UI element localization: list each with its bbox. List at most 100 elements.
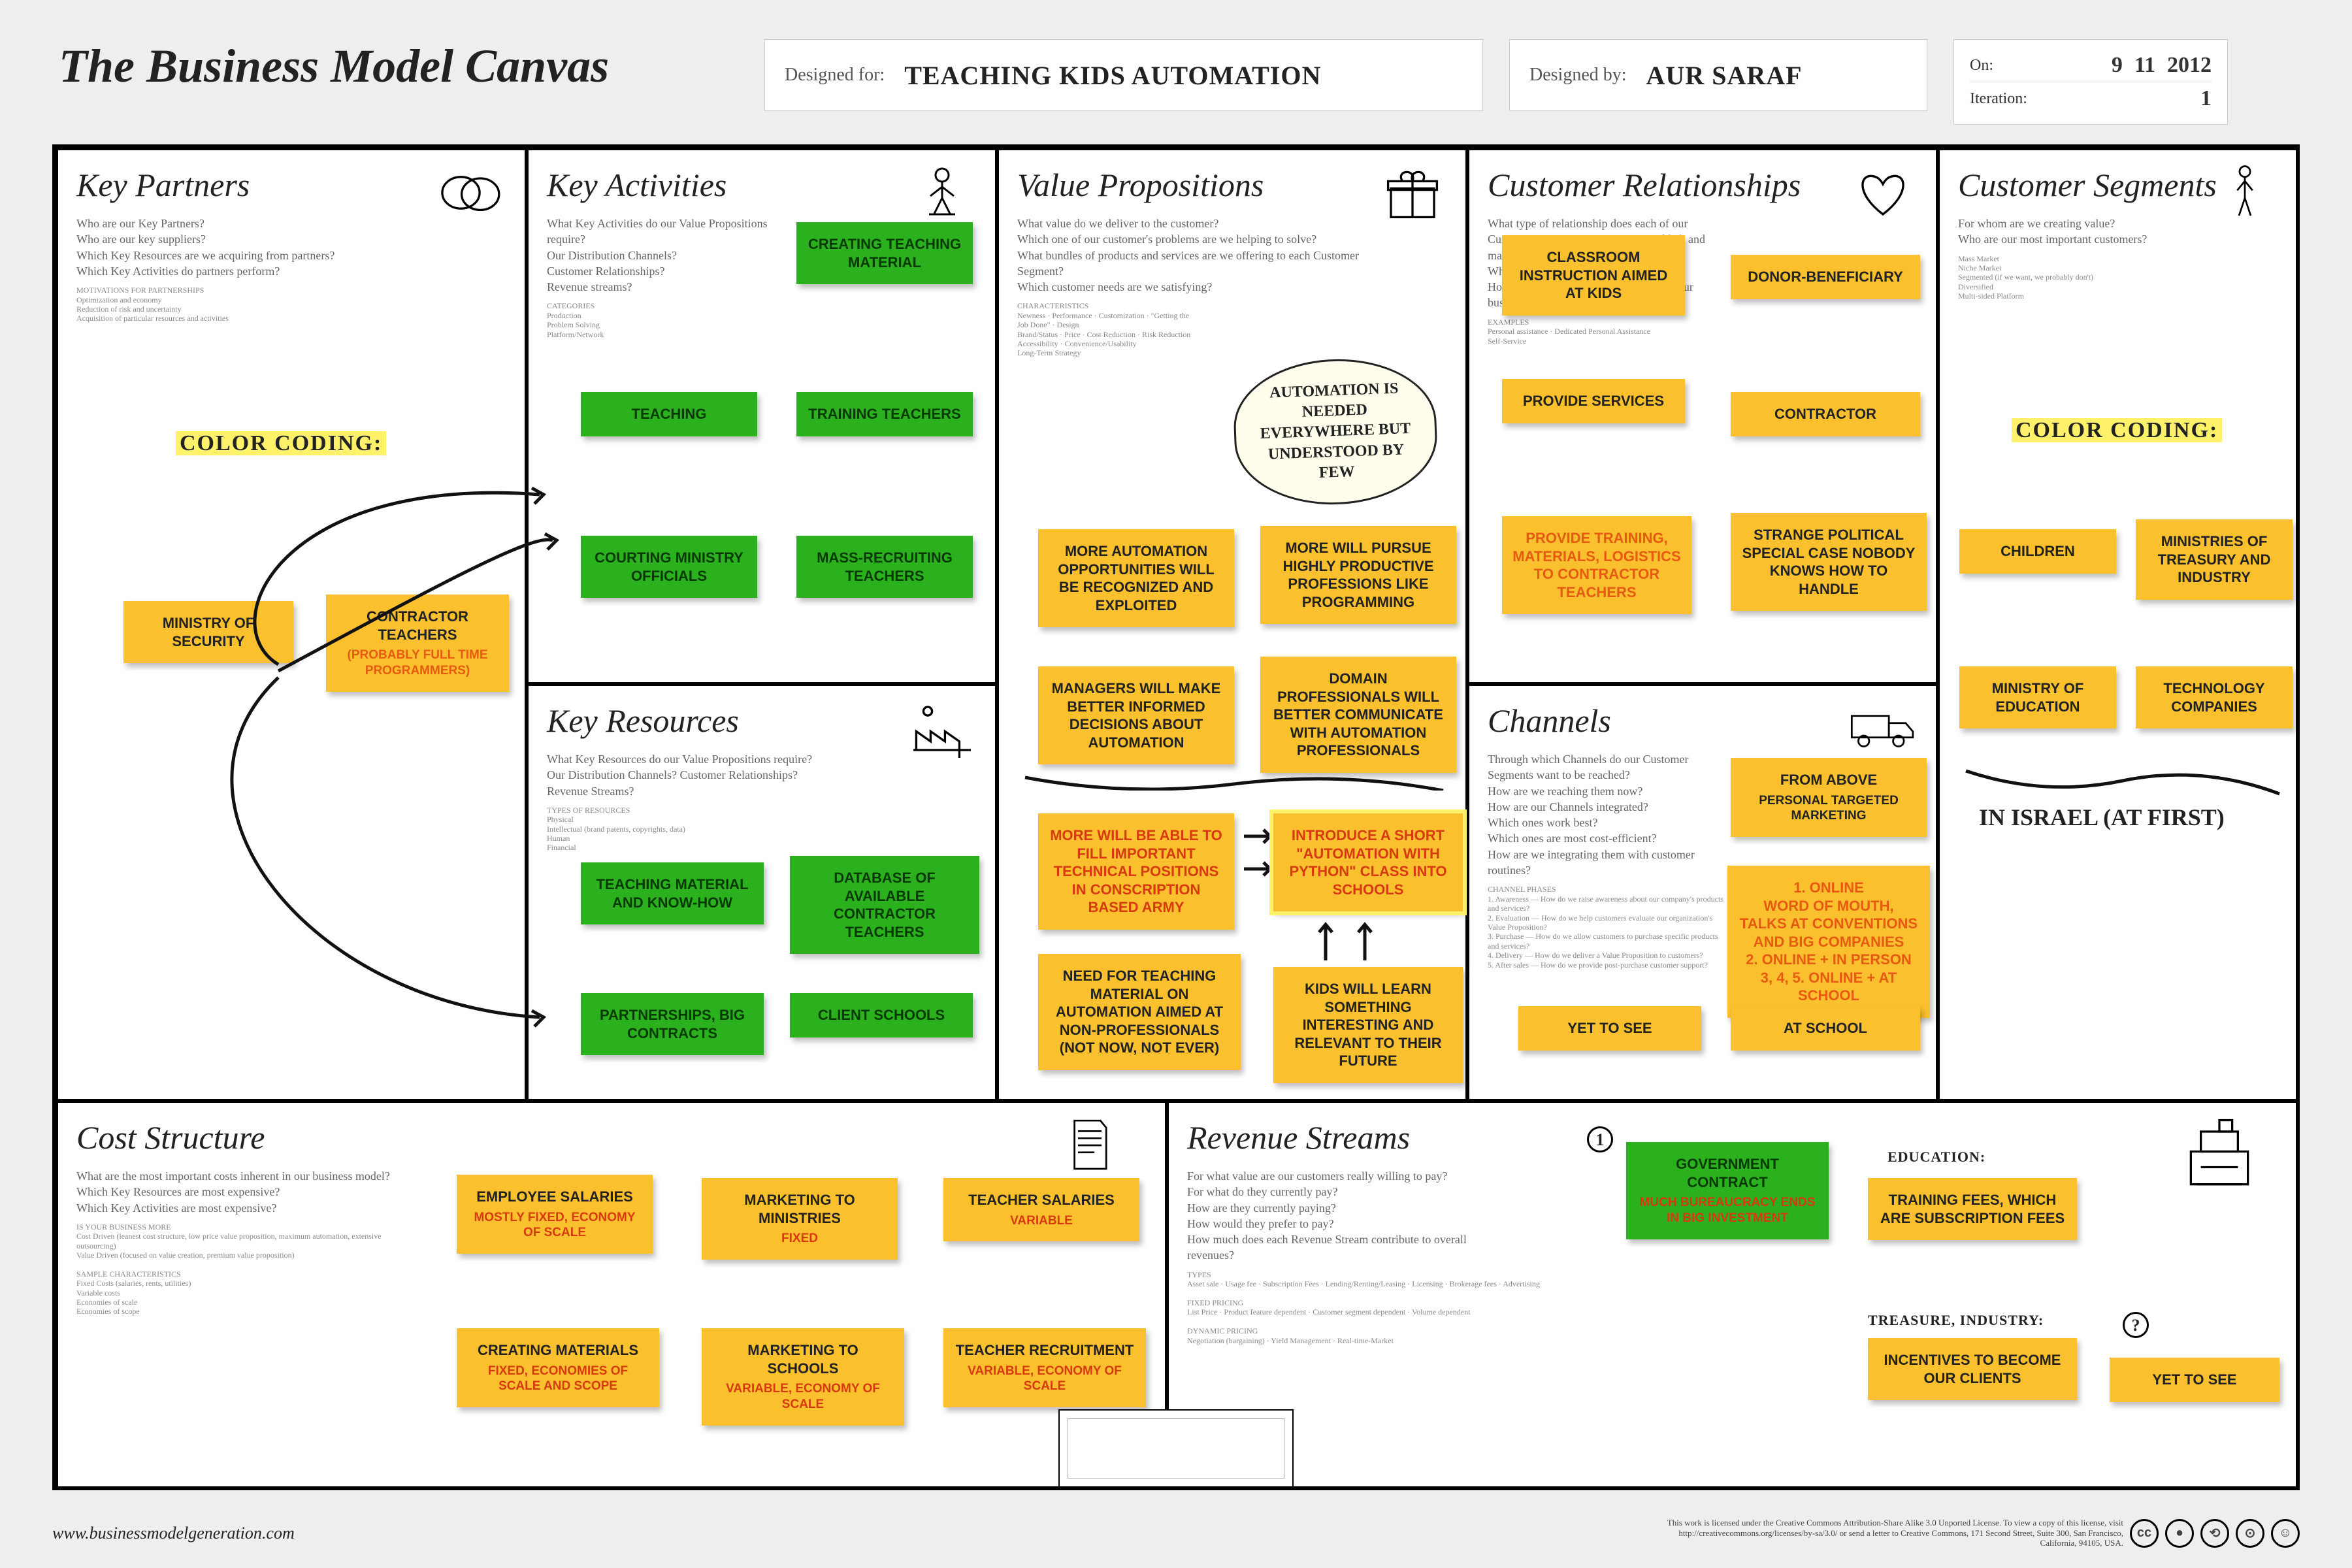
sticky-note: PARTNERSHIPS, BIG CONTRACTS xyxy=(581,993,764,1055)
sticky-note: TEACHING MATERIAL AND KNOW-HOW xyxy=(581,862,764,924)
factory-icon xyxy=(906,699,978,758)
invoice-icon xyxy=(1054,1116,1126,1175)
sticky-note: EMPLOYEE SALARIESMOSTLY FIXED, ECONOMY O… xyxy=(457,1175,653,1254)
tiny-revenue-streams: TYPES Asset sale · Usage fee · Subscript… xyxy=(1187,1270,1599,1345)
by-icon: ● xyxy=(2165,1519,2194,1548)
up-arrows-icon xyxy=(1313,908,1391,967)
sticky-note: COURTING MINISTRY OFFICIALS xyxy=(581,536,757,598)
color-coding-label-cs: COLOR CODING: xyxy=(2012,418,2222,443)
sticky-note: YET TO SEE xyxy=(2110,1358,2279,1402)
block-value-propositions: Value Propositions What value do we deli… xyxy=(997,148,1467,1101)
desc-key-partners: Who are our Key Partners? Who are our ke… xyxy=(76,216,442,279)
sticky-note: MANAGERS WILL MAKE BETTER INFORMED DECIS… xyxy=(1038,666,1234,764)
designed-for-box: Designed for: TEACHING KIDS AUTOMATION xyxy=(764,39,1483,111)
sticky-note: CREATING TEACHING MATERIAL xyxy=(796,222,973,284)
sticky-note: DONOR-BENEFICIARY xyxy=(1731,255,1920,299)
person-badge-icon: ☺ xyxy=(2271,1519,2300,1548)
sticky-note: 1. ONLINE WORD OF MOUTH, TALKS AT CONVEN… xyxy=(1727,866,1930,1018)
license-text: This work is licensed under the Creative… xyxy=(1653,1518,2123,1548)
sticky-note: INTRODUCE A SHORT "AUTOMATION WITH PYTHO… xyxy=(1273,813,1463,911)
block-key-resources: Key Resources What Key Resources do our … xyxy=(527,684,997,1101)
designed-for-label: Designed for: xyxy=(785,65,885,86)
license-block: This work is licensed under the Creative… xyxy=(1653,1518,2300,1548)
designed-by-value: AUR SARAF xyxy=(1646,60,1803,91)
tiny-cost-structure: IS YOUR BUSINESS MORE Cost Driven (leane… xyxy=(76,1222,416,1316)
sticky-note: CREATING MATERIALSFIXED, ECONOMIES OF SC… xyxy=(457,1328,659,1407)
israel-label: IN ISRAEL (AT FIRST) xyxy=(1979,804,2225,831)
block-cost-structure: Cost Structure What are the most importa… xyxy=(56,1101,1167,1490)
sticky-note: MASS-RECRUITING TEACHERS xyxy=(796,536,973,598)
heading-cost-structure: Cost Structure xyxy=(76,1119,1147,1156)
sticky-note: GOVERNMENT CONTRACTMUCH BUREAUCRACY ENDS… xyxy=(1626,1142,1829,1239)
attr-icon: ⊙ xyxy=(2236,1519,2264,1548)
iteration-label: Iteration: xyxy=(1970,90,2027,108)
desc-revenue-streams: For what value are our customers really … xyxy=(1187,1168,1501,1264)
date-day: 9 xyxy=(2112,53,2123,78)
sticky-note: MORE AUTOMATION OPPORTUNITIES WILL BE RE… xyxy=(1038,529,1234,627)
curly-brace-icon xyxy=(1019,771,1450,791)
oval-note: AUTOMATION IS NEEDED EVERYWHERE BUT UNDE… xyxy=(1232,356,1439,508)
date-year: 2012 xyxy=(2167,53,2212,78)
sticky-note: CHILDREN xyxy=(1959,529,2116,574)
sticky-note: INCENTIVES TO BECOME OUR CLIENTS xyxy=(1868,1338,2077,1400)
sticky-note: AT SCHOOL xyxy=(1731,1006,1920,1051)
sticky-note: MINISTRIES OF TREASURY AND INDUSTRY xyxy=(2136,519,2293,600)
gift-icon xyxy=(1377,163,1448,222)
sticky-note: DOMAIN PROFESSIONALS WILL BETTER COMMUNI… xyxy=(1260,657,1456,773)
sticky-note: FROM ABOVEPERSONAL TARGETED MARKETING xyxy=(1731,758,1927,837)
person-icon xyxy=(2209,163,2281,222)
block-channels: Channels Through which Channels do our C… xyxy=(1467,684,1938,1101)
color-coding-label: COLOR CODING: xyxy=(176,431,386,456)
sticky-note: NEED FOR TEACHING MATERIAL ON AUTOMATION… xyxy=(1038,954,1241,1070)
block-customer-relationships: Customer Relationships What type of rela… xyxy=(1467,148,1938,684)
sticky-note: KIDS WILL LEARN SOMETHING INTERESTING AN… xyxy=(1273,967,1463,1083)
sticky-note: MARKETING TO MINISTRIESFIXED xyxy=(702,1178,898,1260)
designed-for-value: TEACHING KIDS AUTOMATION xyxy=(904,60,1321,91)
page-title: The Business Model Canvas xyxy=(52,39,738,93)
sticky-note: CLASSROOM INSTRUCTION AIMED AT KIDS xyxy=(1502,235,1685,316)
rings-icon xyxy=(436,163,508,222)
sticky-note: CONTRACTOR xyxy=(1731,392,1920,436)
sticky-note: MINISTRY OF EDUCATION xyxy=(1959,666,2116,728)
sticky-note: DATABASE OF AVAILABLE CONTRACTOR TEACHER… xyxy=(790,856,979,954)
tiny-key-partners: MOTIVATIONS FOR PARTNERSHIPS Optimizatio… xyxy=(76,286,351,323)
footer-url: www.businessmodelgeneration.com xyxy=(52,1524,295,1543)
sticky-note: PROVIDE TRAINING, MATERIALS, LOGISTICS T… xyxy=(1502,516,1691,614)
education-label: EDUCATION: xyxy=(1887,1149,1985,1166)
circled-1-icon: 1 xyxy=(1587,1126,1613,1152)
tiny-customer-relationships: EXAMPLES Personal assistance · Dedicated… xyxy=(1488,318,1762,346)
sticky-note: TEACHER RECRUITMENTVARIABLE, ECONOMY OF … xyxy=(943,1328,1146,1407)
long-arrows-icon xyxy=(174,462,579,1063)
desc-key-resources: What Key Resources do our Value Proposit… xyxy=(547,751,913,799)
sticky-note: MORE WILL PURSUE HIGHLY PRODUCTIVE PROFE… xyxy=(1260,526,1456,624)
header-row: The Business Model Canvas Designed for: … xyxy=(52,39,2300,125)
tiny-key-resources: TYPES OF RESOURCES Physical Intellectual… xyxy=(547,806,821,853)
cash-register-icon xyxy=(2174,1116,2265,1194)
sticky-note: YET TO SEE xyxy=(1518,1006,1701,1051)
sticky-note: MARKETING TO SCHOOLSVARIABLE, ECONOMY OF… xyxy=(702,1328,904,1426)
designed-by-label: Designed by: xyxy=(1529,65,1627,86)
tiny-channels: CHANNEL PHASES 1. Awareness — How do we … xyxy=(1488,885,1729,970)
desc-cost-structure: What are the most important costs inhere… xyxy=(76,1168,442,1216)
sa-icon: ⟲ xyxy=(2200,1519,2229,1548)
business-model-canvas: Key Partners Who are our Key Partners? W… xyxy=(52,144,2300,1490)
block-key-activities: Key Activities What Key Activities do ou… xyxy=(527,148,997,684)
sticky-note: TEACHER SALARIESVARIABLE xyxy=(943,1178,1139,1241)
desc-key-activities: What Key Activities do our Value Proposi… xyxy=(547,216,782,295)
worker-icon xyxy=(906,163,978,222)
sticky-note: CLIENT SCHOOLS xyxy=(790,993,973,1037)
sticky-note: TRAINING FEES, WHICH ARE SUBSCRIPTION FE… xyxy=(1868,1178,2077,1240)
sticky-note: MORE WILL BE ABLE TO FILL IMPORTANT TECH… xyxy=(1038,813,1234,930)
desc-channels: Through which Channels do our Customer S… xyxy=(1488,751,1736,878)
date-month: 11 xyxy=(2134,53,2155,78)
circled-question-icon: ? xyxy=(2123,1312,2149,1338)
sticky-note: TRAINING TEACHERS xyxy=(796,392,973,436)
on-label: On: xyxy=(1970,57,1993,74)
block-customer-segments: Customer Segments For whom are we creati… xyxy=(1938,148,2300,1101)
sticky-note: PROVIDE SERVICES xyxy=(1502,379,1685,423)
meta-box: On: 9 11 2012 Iteration: 1 xyxy=(1953,39,2228,125)
sticky-note: TEACHING xyxy=(581,392,757,436)
footer: www.businessmodelgeneration.com This wor… xyxy=(52,1518,2300,1548)
tiny-value-propositions: CHARACTERISTICS Newness · Performance · … xyxy=(1017,301,1200,357)
bottom-cartoon-stub xyxy=(1058,1409,1294,1488)
